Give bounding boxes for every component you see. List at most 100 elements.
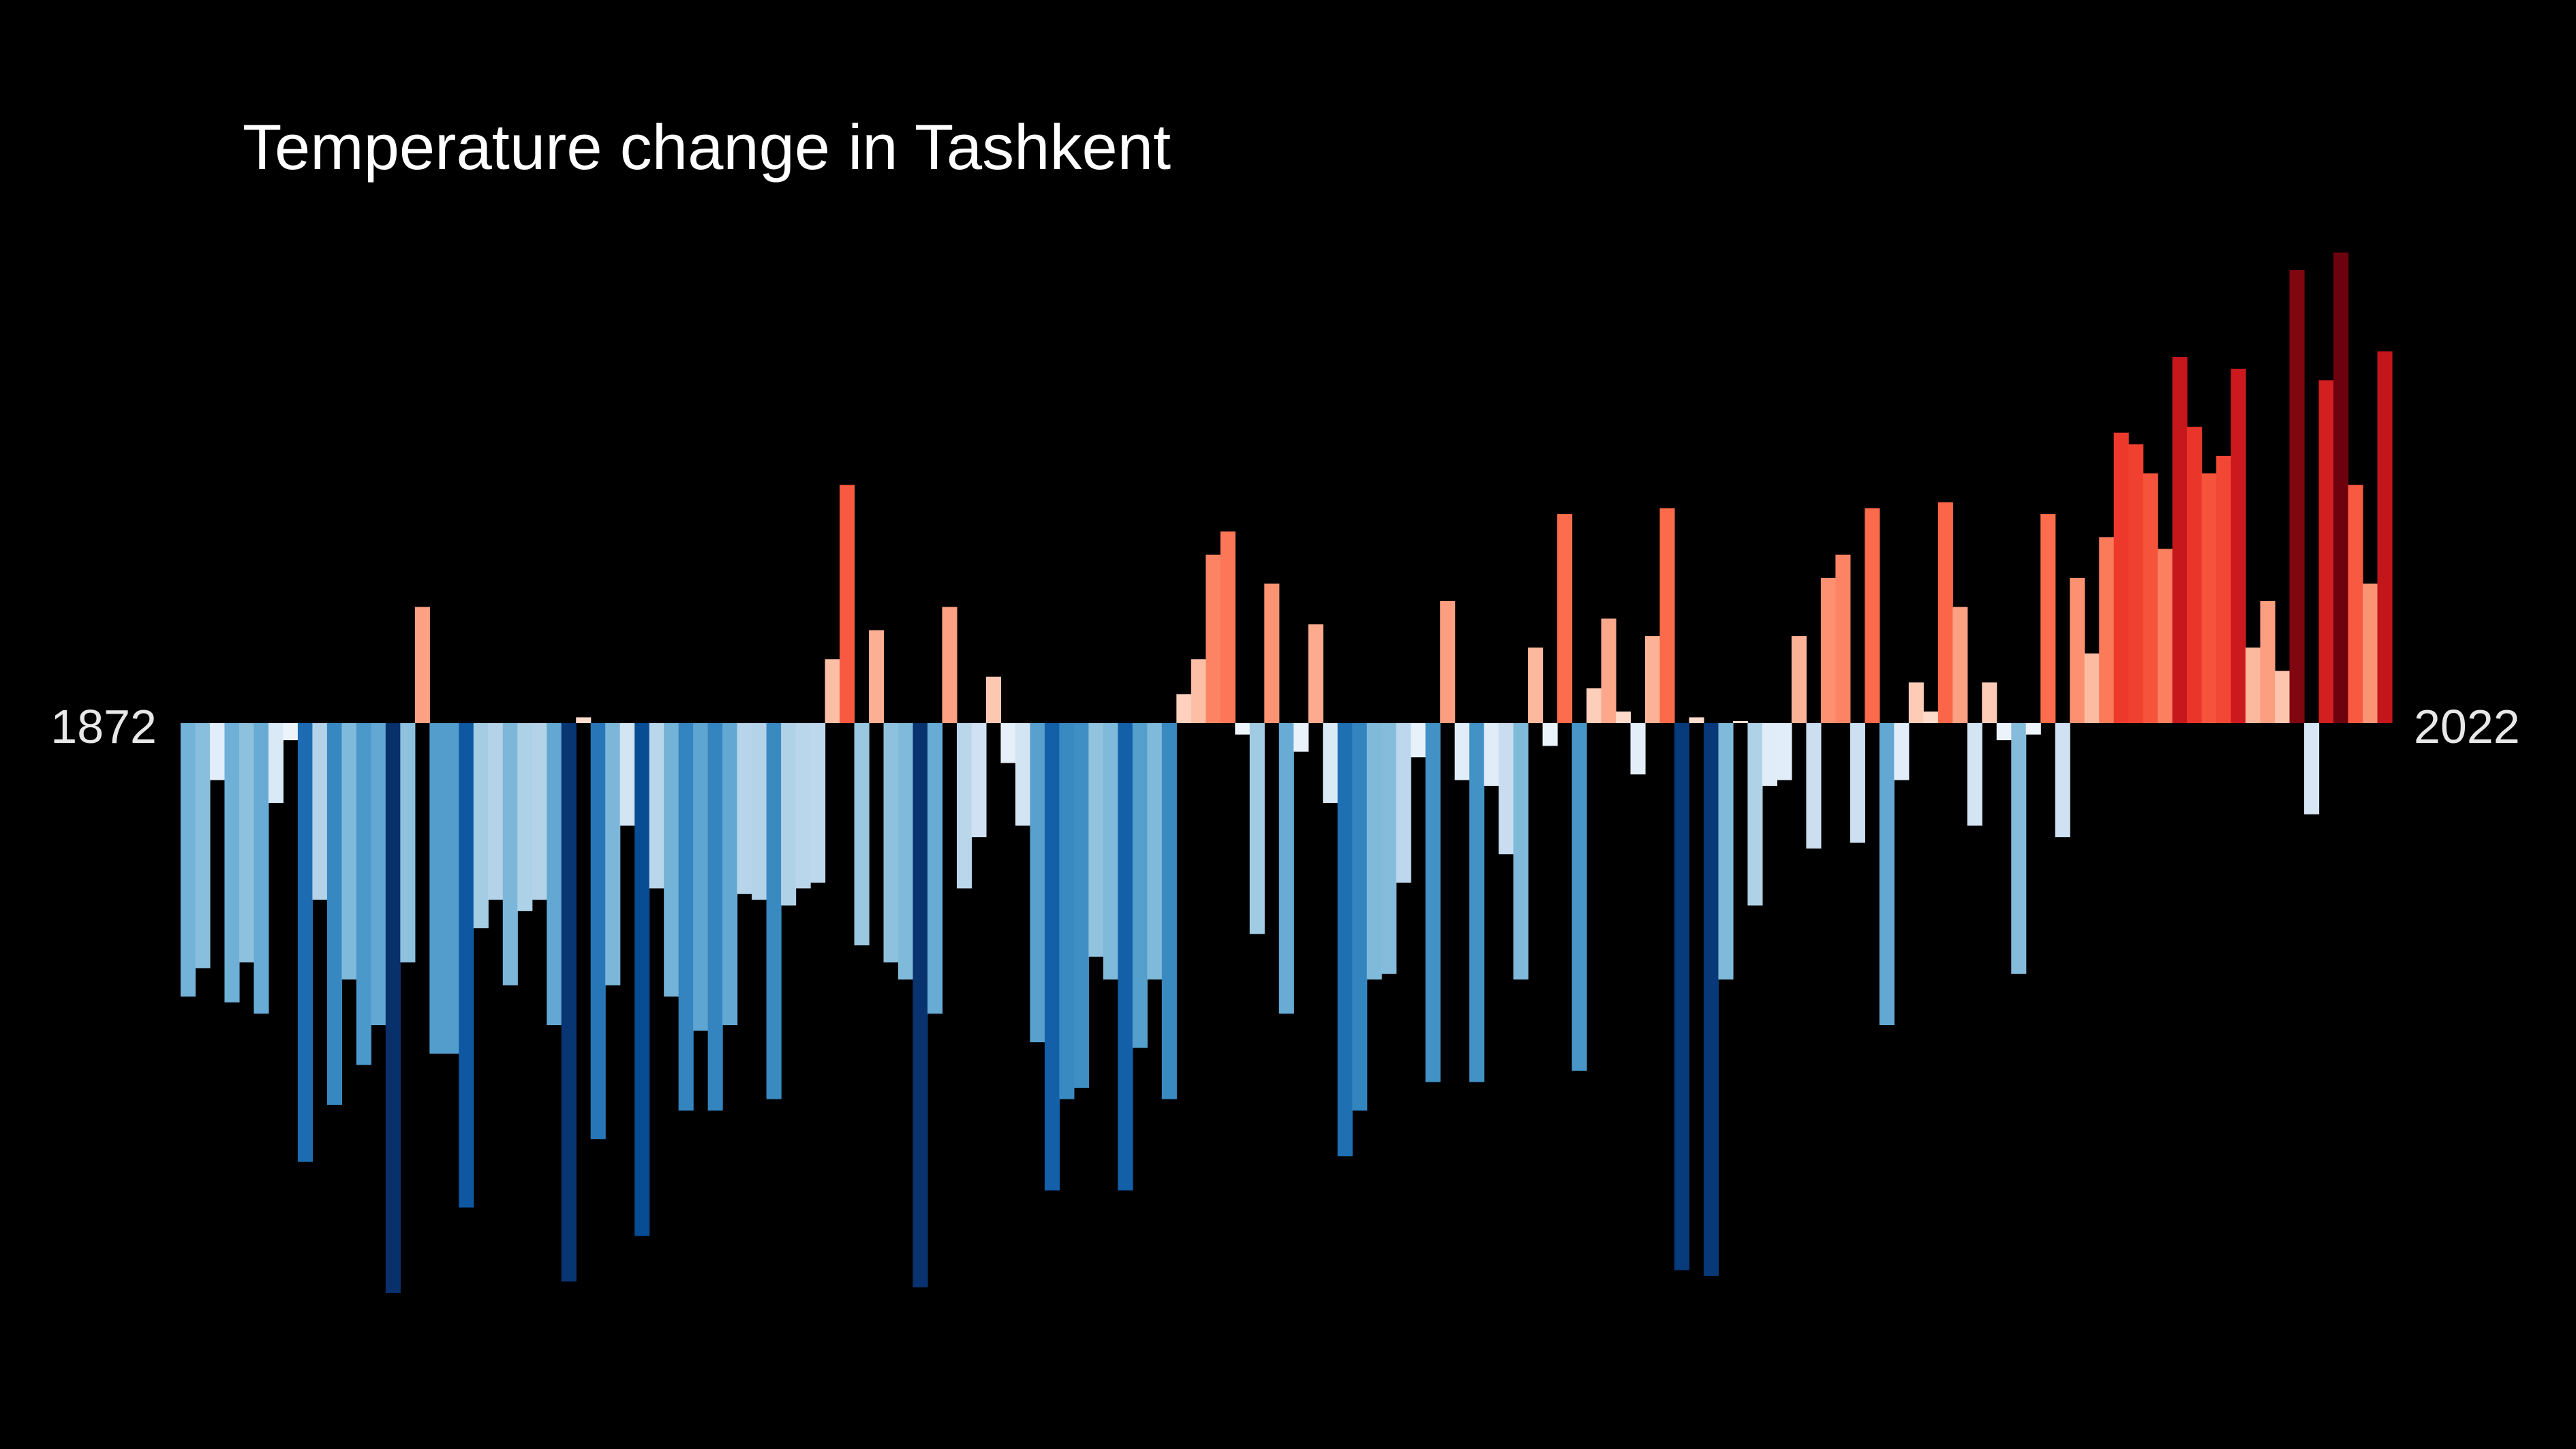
- bar-1872: [181, 723, 196, 997]
- bar-1962: [1499, 723, 1514, 855]
- bar-1916: [825, 659, 840, 723]
- bar-1973: [1659, 508, 1675, 723]
- bar-1955: [1396, 723, 1411, 883]
- bar-1968: [1586, 688, 1602, 723]
- bar-2020: [2348, 485, 2363, 723]
- bar-1986: [1850, 723, 1865, 843]
- bar-1992: [1937, 502, 1953, 723]
- bar-1907: [693, 723, 709, 1031]
- bar-2000: [2055, 723, 2070, 838]
- bar-1912: [766, 723, 782, 1099]
- bar-1873: [195, 723, 211, 968]
- bar-1874: [209, 723, 226, 780]
- bar-1977: [1718, 723, 1734, 980]
- bar-1895: [517, 723, 533, 911]
- bar-1985: [1835, 554, 1851, 723]
- bar-1917: [840, 485, 855, 723]
- bar-1877: [254, 723, 269, 1014]
- bar-1980: [1762, 723, 1778, 786]
- bar-1963: [1513, 723, 1529, 980]
- bar-1938: [1147, 723, 1163, 980]
- bar-1894: [502, 723, 518, 986]
- bar-1951: [1337, 723, 1353, 1157]
- end-year-label: 2022: [2414, 700, 2520, 753]
- bar-1923: [927, 723, 943, 1014]
- bar-2022: [2377, 351, 2393, 723]
- bar-1888: [414, 607, 430, 723]
- bar-1893: [488, 723, 504, 900]
- bar-1967: [1571, 723, 1587, 1071]
- bar-1911: [752, 723, 767, 900]
- bar-1983: [1806, 723, 1822, 849]
- bar-1886: [385, 723, 401, 1293]
- bar-1881: [312, 723, 328, 900]
- bar-1904: [649, 723, 664, 889]
- bar-2007: [2158, 549, 2173, 723]
- bar-1919: [869, 630, 885, 723]
- bar-1941: [1191, 659, 1206, 723]
- bar-1971: [1630, 723, 1646, 775]
- bar-1957: [1425, 723, 1441, 1082]
- bar-2002: [2084, 653, 2100, 723]
- bar-1939: [1161, 723, 1177, 1099]
- bar-1965: [1542, 723, 1558, 746]
- bar-1930: [1030, 723, 1045, 1043]
- bar-1981: [1777, 723, 1792, 780]
- bar-1982: [1791, 636, 1807, 723]
- bar-2019: [2333, 252, 2349, 723]
- bar-1970: [1616, 711, 1631, 723]
- bar-2018: [2318, 380, 2334, 723]
- bar-1936: [1118, 723, 1133, 1191]
- bar-1903: [634, 723, 650, 1236]
- bar-1875: [224, 723, 240, 1003]
- bar-1969: [1601, 618, 1616, 723]
- bar-1959: [1454, 723, 1470, 780]
- bar-1880: [297, 723, 313, 1162]
- bar-1994: [1967, 723, 1982, 826]
- start-year-label: 1872: [50, 700, 157, 753]
- bar-2012: [2230, 369, 2246, 723]
- bar-1884: [356, 723, 371, 1065]
- bar-2004: [2113, 432, 2129, 723]
- bar-1987: [1865, 508, 1880, 723]
- bar-1891: [459, 723, 474, 1208]
- bar-1882: [326, 723, 342, 1105]
- bar-1950: [1323, 723, 1338, 804]
- bar-1942: [1206, 554, 1221, 723]
- bar-1989: [1894, 723, 1910, 780]
- bar-1978: [1732, 721, 1749, 723]
- bar-1931: [1044, 723, 1060, 1191]
- bar-2006: [2143, 473, 2158, 723]
- bar-1976: [1703, 723, 1719, 1276]
- bar-1921: [898, 723, 914, 980]
- bar-1922: [913, 723, 928, 1287]
- bar-1946: [1264, 583, 1280, 723]
- bar-1934: [1088, 723, 1104, 957]
- bar-1876: [239, 723, 255, 963]
- bar-1914: [795, 723, 811, 889]
- bar-1926: [971, 723, 987, 838]
- bar-1909: [722, 723, 738, 1026]
- bar-1949: [1308, 624, 1323, 723]
- bar-2013: [2245, 647, 2261, 723]
- bar-1966: [1557, 514, 1573, 723]
- bar-1991: [1923, 711, 1939, 723]
- bar-2001: [2070, 577, 2085, 723]
- bar-2014: [2260, 600, 2275, 723]
- bar-1940: [1176, 694, 1192, 723]
- bar-1979: [1747, 723, 1763, 906]
- bar-1883: [341, 723, 357, 980]
- bar-1945: [1249, 723, 1265, 934]
- bars-group: [181, 252, 2393, 1293]
- bar-1956: [1411, 723, 1426, 758]
- bar-1948: [1293, 723, 1309, 752]
- bar-2021: [2363, 583, 2378, 723]
- bar-1898: [561, 723, 577, 1282]
- bar-1887: [400, 723, 416, 963]
- bar-1915: [810, 723, 826, 883]
- bar-2010: [2201, 473, 2217, 723]
- bar-1902: [619, 723, 635, 826]
- bar-1925: [956, 723, 972, 889]
- bar-1998: [2025, 723, 2041, 735]
- bar-1993: [1952, 607, 1968, 723]
